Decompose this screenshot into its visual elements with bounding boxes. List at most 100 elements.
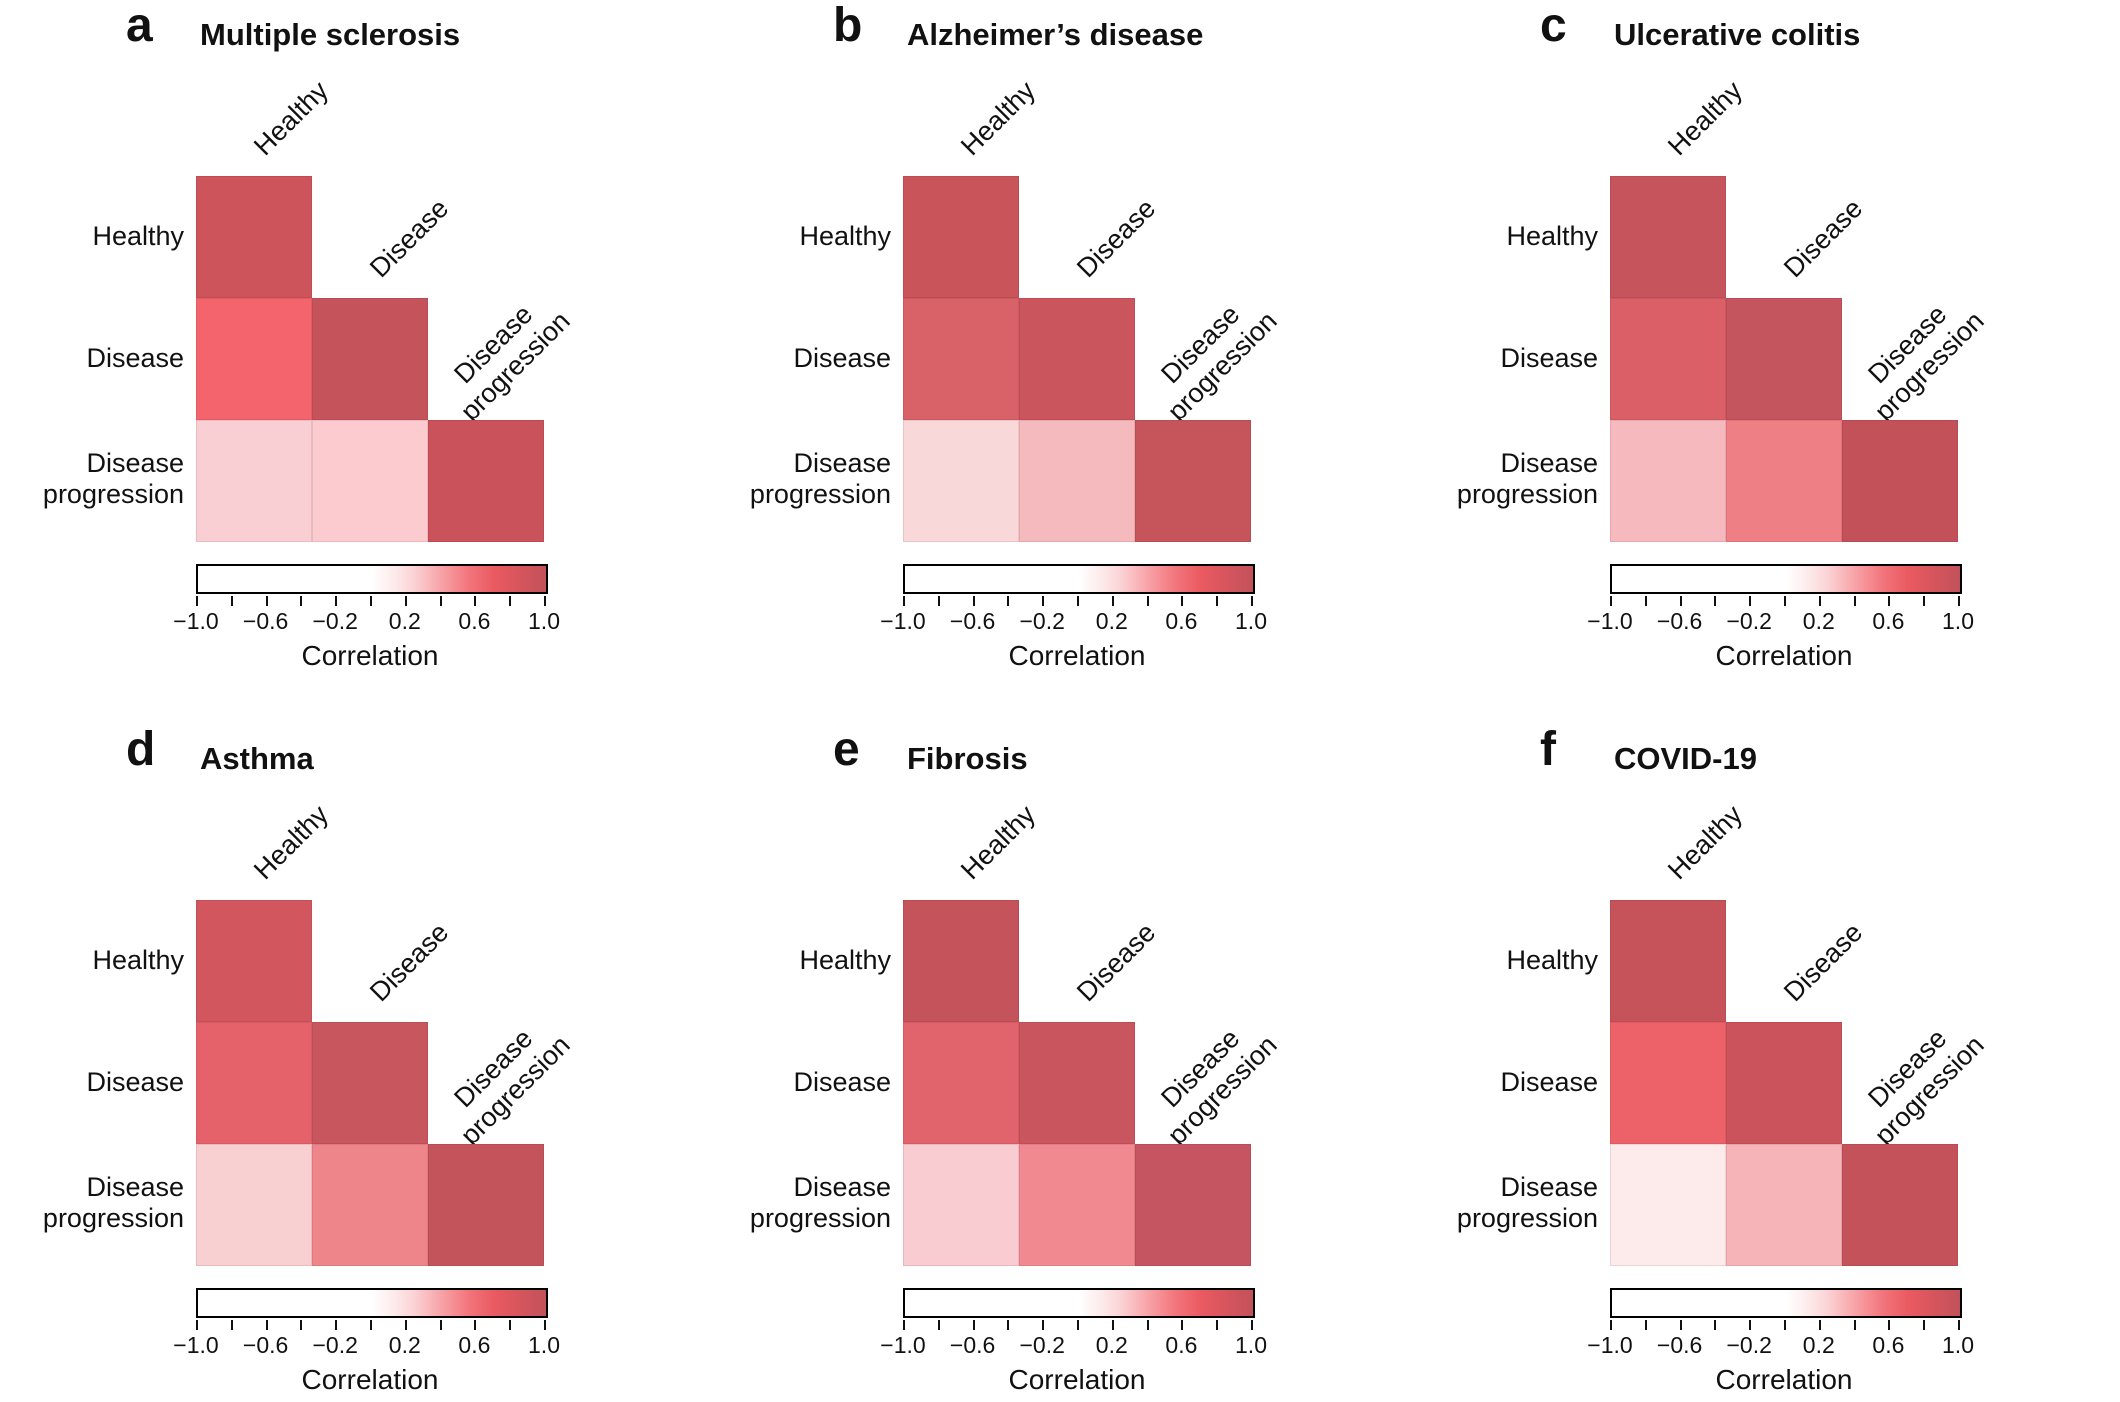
colorbar-title: Correlation	[1008, 640, 1146, 671]
panel-c-ulcerative-colitis: c Ulcerative colitis Healthy Disease Dis…	[1414, 0, 2120, 700]
heatmap-cell-disease-disease	[1019, 298, 1135, 420]
col-label-healthy: Healthy	[955, 75, 1042, 162]
row-label-disease: Disease	[86, 1067, 184, 1097]
heatmap-cell-progression-disease	[1019, 1144, 1135, 1266]
tick-label: 0.6	[458, 1332, 491, 1358]
colorbar-gradient	[198, 1290, 546, 1316]
row-label-healthy: Healthy	[1506, 221, 1598, 251]
tick-label: 0.2	[1095, 608, 1128, 634]
col-label-healthy: Healthy	[248, 75, 335, 162]
heatmap-cell-progression-disease	[312, 420, 428, 542]
panel-f-covid-19: f COVID-19 Healthy Disease Disease progr…	[1414, 724, 2120, 1402]
tick	[1250, 1320, 1253, 1330]
tick-label: 0.2	[1802, 1332, 1835, 1358]
colorbar-ticks	[1610, 1320, 1960, 1330]
tick	[1749, 1320, 1752, 1330]
tick	[300, 596, 303, 606]
heatmap-cell-healthy-healthy	[196, 900, 312, 1022]
tick	[196, 596, 198, 606]
col-label-disease-progression: Disease progression	[1155, 299, 1283, 427]
tick-label: −1.0	[173, 1332, 219, 1358]
colorbar-ticks	[196, 1320, 546, 1330]
colorbar-ticks	[903, 1320, 1253, 1330]
colorbar-title: Correlation	[1715, 1364, 1853, 1395]
colorbar-tick-labels: −1.0 −0.6 −0.2 0.2 0.6 1.0	[880, 1332, 1267, 1358]
heatmap-cell-disease-disease	[312, 1022, 428, 1144]
colorbar-ticks	[196, 596, 546, 606]
tick	[903, 1320, 905, 1330]
heatmap-cell-disease-healthy	[903, 1022, 1019, 1144]
heatmap-cell-progression-healthy	[903, 1144, 1019, 1266]
tick	[1923, 596, 1926, 606]
heatmap-cell-healthy-healthy	[1610, 900, 1726, 1022]
tick	[1111, 596, 1114, 606]
tick-label: −1.0	[880, 608, 926, 634]
heatmap-cell-progression-healthy	[1610, 1144, 1726, 1266]
tick	[1111, 1320, 1114, 1330]
panel-e-fibrosis: e Fibrosis Healthy Disease Disease progr…	[707, 724, 1414, 1402]
row-label-healthy: Healthy	[799, 945, 891, 975]
panel-letter: c	[1540, 0, 1567, 52]
tick	[1146, 1320, 1149, 1330]
tick-label: 0.2	[1802, 608, 1835, 634]
tick	[543, 596, 546, 606]
colorbar-ticks	[1610, 596, 1960, 606]
tick	[196, 1320, 198, 1330]
tick	[1818, 1320, 1821, 1330]
colorbar-tick-labels: −1.0 −0.6 −0.2 0.2 0.6 1.0	[1587, 1332, 1974, 1358]
tick	[1181, 1320, 1184, 1330]
tick	[509, 596, 512, 606]
tick	[1853, 596, 1856, 606]
row-label-disease: Disease	[1500, 1067, 1598, 1097]
tick-label: 0.6	[1165, 608, 1198, 634]
tick-label: −0.6	[949, 608, 996, 634]
tick-label: 0.6	[1872, 1332, 1905, 1358]
panel-letter: e	[833, 723, 860, 776]
tick	[1783, 1320, 1786, 1330]
tick	[230, 596, 233, 606]
tick-label: −0.2	[1726, 608, 1772, 634]
heatmap-cell-disease-healthy	[196, 298, 312, 420]
panel-a-multiple-sclerosis: a Multiple sclerosis Healthy Disease Dis…	[0, 0, 707, 700]
tick-label: 0.6	[1872, 608, 1905, 634]
tick-label: −1.0	[880, 1332, 926, 1358]
tick-label: 1.0	[1942, 608, 1974, 634]
tick	[1216, 596, 1219, 606]
panel-title: Alzheimer’s disease	[907, 17, 1204, 52]
row-label-healthy: Healthy	[1506, 945, 1598, 975]
colorbar-title: Correlation	[1008, 1364, 1146, 1395]
tick-label: −0.6	[242, 1332, 289, 1358]
col-label-disease: Disease	[1778, 193, 1869, 284]
row-label-healthy: Healthy	[799, 221, 891, 251]
heatmap-cell-progression-disease	[1726, 1144, 1842, 1266]
colorbar-tick-labels: −1.0 −0.6 −0.2 0.2 0.6 1.0	[1587, 608, 1974, 634]
heatmap-cell-progression-progression	[1135, 420, 1251, 542]
tick-label: −0.6	[1656, 608, 1703, 634]
tick-label: 1.0	[528, 1332, 560, 1358]
tick	[300, 1320, 303, 1330]
tick	[1853, 1320, 1856, 1330]
tick-label: 0.6	[1165, 1332, 1198, 1358]
row-label-disease: Disease	[86, 343, 184, 373]
heatmap-cell-progression-progression	[1842, 420, 1958, 542]
tick-label: 1.0	[1235, 1332, 1267, 1358]
tick-label: −0.2	[1019, 608, 1065, 634]
tick-label: −0.2	[312, 608, 358, 634]
tick	[265, 596, 268, 606]
tick	[335, 596, 338, 606]
heatmap-cell-disease-disease	[1019, 1022, 1135, 1144]
colorbar-tick-labels: −1.0 −0.6 −0.2 0.2 0.6 1.0	[173, 608, 560, 634]
panel-title: Fibrosis	[907, 741, 1028, 776]
tick	[1679, 596, 1682, 606]
tick	[230, 1320, 233, 1330]
heatmap-cell-disease-healthy	[903, 298, 1019, 420]
tick	[903, 596, 905, 606]
row-label-disease-progression: Disease progression	[1456, 1172, 1598, 1233]
tick	[1076, 596, 1079, 606]
panel-letter: a	[126, 0, 153, 52]
heatmap-cell-progression-progression	[428, 1144, 544, 1266]
heatmap-cell-disease-disease	[312, 298, 428, 420]
colorbar-title: Correlation	[301, 1364, 439, 1395]
tick	[937, 1320, 940, 1330]
